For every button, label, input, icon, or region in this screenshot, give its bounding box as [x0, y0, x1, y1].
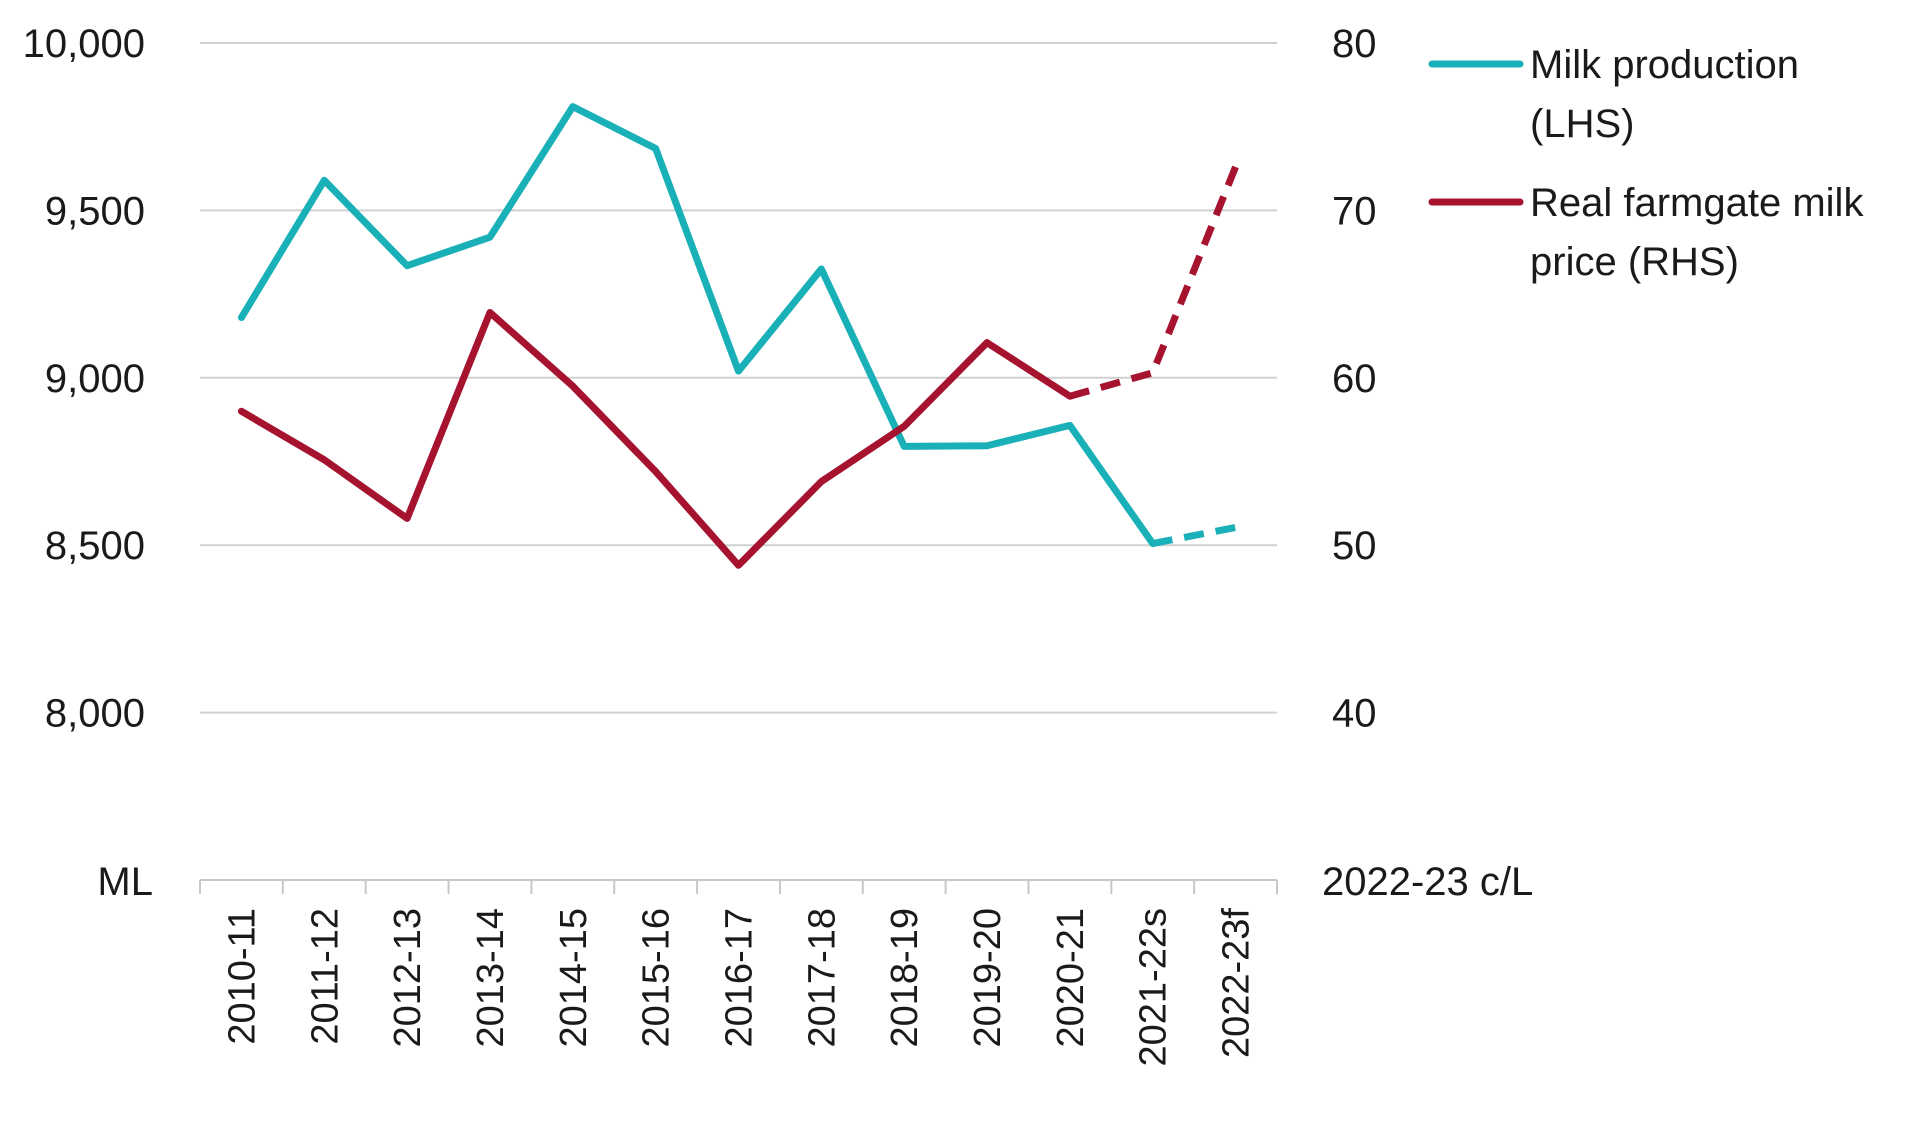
x-tick-label: 2012-13 — [387, 908, 429, 1047]
x-tick-label: 2015-16 — [636, 908, 678, 1047]
series-line-forecast-1 — [1070, 167, 1236, 396]
legend-label: Real farmgate milk — [1530, 181, 1864, 225]
legend-label: (LHS) — [1530, 102, 1634, 146]
y-left-tick-label: 10,000 — [23, 22, 145, 66]
y-left-tick-label: 9,500 — [45, 189, 145, 233]
x-tick-label: 2017-18 — [801, 908, 843, 1047]
legend-label: price (RHS) — [1530, 240, 1739, 284]
x-tick-label: 2011-12 — [304, 908, 346, 1045]
x-tick-label: 2013-14 — [470, 908, 512, 1047]
y-right-tick-label: 50 — [1332, 524, 1377, 568]
series-lines — [241, 107, 1235, 566]
series-line-solid-0 — [241, 107, 1152, 544]
series-line-solid-1 — [241, 313, 1069, 566]
legend-label: Milk production — [1530, 43, 1799, 87]
series-line-forecast-0 — [1153, 527, 1236, 543]
x-tick-label: 2010-11 — [221, 908, 263, 1045]
legend: Milk production (LHS) Real farmgate milk pr… — [1432, 43, 1864, 284]
y-right-tick-label: 60 — [1332, 357, 1377, 401]
x-tick-label: 2016-17 — [719, 908, 761, 1047]
y-right-tick-label: 80 — [1332, 22, 1377, 66]
gridlines — [200, 43, 1277, 713]
x-tick-label: 2021-22s — [1133, 908, 1175, 1066]
y-left-tick-label: 8,500 — [45, 524, 145, 568]
y-right-tick-label: 40 — [1332, 692, 1377, 736]
y-left-tick-label: 8,000 — [45, 692, 145, 736]
x-tick-label: 2019-20 — [967, 908, 1009, 1047]
x-tick-label: 2022-23f — [1216, 908, 1258, 1058]
x-tick-label: 2020-21 — [1050, 908, 1092, 1047]
y-left-tick-label: 9,000 — [45, 357, 145, 401]
y-right-unit-label: 2022-23 c/L — [1322, 860, 1533, 904]
y-left-unit-label: ML — [97, 860, 153, 904]
x-tick-label: 2014-15 — [553, 908, 595, 1047]
y-right-tick-label: 70 — [1332, 189, 1377, 233]
x-tick-label: 2018-19 — [884, 908, 926, 1047]
